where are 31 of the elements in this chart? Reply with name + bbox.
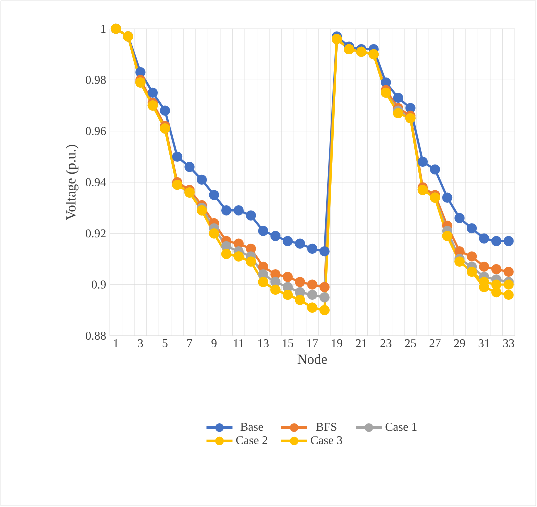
legend-label: Case 2 — [236, 436, 268, 444]
x-tick-label: 31 — [478, 340, 490, 348]
legend-label: Case 1 — [386, 423, 417, 432]
y-tick-label: 1 — [102, 25, 106, 33]
x-tick-label: 27 — [430, 340, 441, 348]
x-tick-label: 33 — [503, 340, 514, 348]
x-tick-label: 1 — [114, 340, 118, 348]
legend-label: Case 3 — [311, 436, 342, 444]
y-tick-label: 0.92 — [86, 230, 106, 238]
x-tick-label: 11 — [234, 340, 244, 348]
x-tick-label: 5 — [162, 340, 168, 348]
x-tick-label: 7 — [188, 340, 192, 348]
x-tick-label: 13 — [258, 340, 269, 348]
x-tick-label: 9 — [212, 340, 217, 348]
legend-label: Base — [240, 423, 264, 432]
x-tick-label: 3 — [138, 340, 144, 348]
y-tick-label: 0.9 — [92, 280, 106, 289]
x-tick-label: 21 — [356, 340, 367, 348]
x-tick-label: 15 — [283, 340, 294, 348]
x-tick-label: 19 — [332, 340, 343, 348]
x-tick-label: 17 — [308, 340, 318, 348]
y-tick-label: 0.88 — [86, 332, 106, 340]
y-axis-title: Voltage (p.u.) — [66, 145, 79, 220]
y-tick-label: 0.96 — [86, 127, 106, 136]
x-tick-label: 23 — [380, 340, 392, 348]
x-axis-title: Node — [298, 354, 328, 364]
legend-label: BFS — [316, 423, 337, 432]
x-tick-label: 29 — [454, 340, 466, 348]
y-tick-label: 0.94 — [86, 178, 106, 187]
x-tick-label: 25 — [405, 340, 416, 348]
y-tick-label: 0.98 — [86, 76, 106, 84]
